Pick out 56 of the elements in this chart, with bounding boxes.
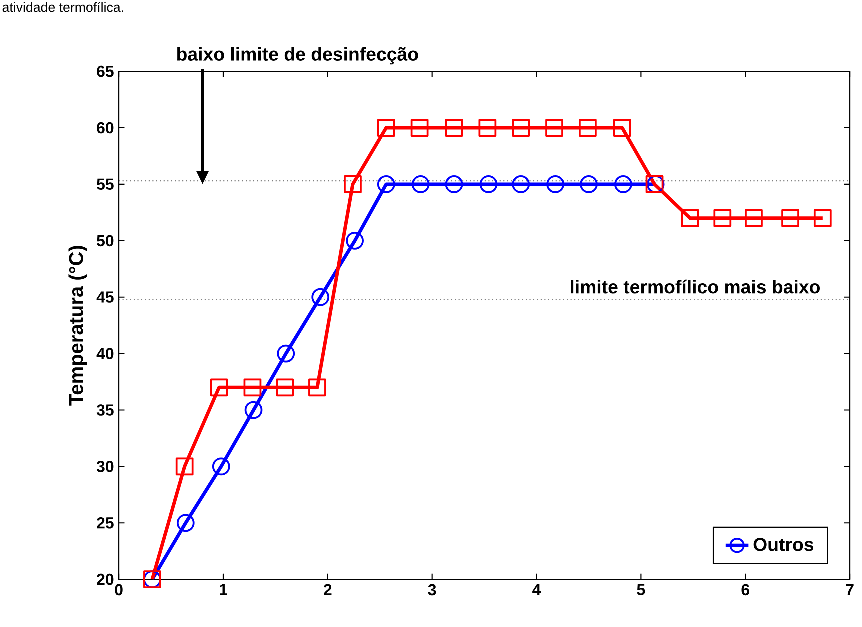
point (579, 119, 597, 137)
x-tick-label: 2 (324, 584, 332, 596)
ref-line-label: limite termofílico mais baixo (570, 280, 820, 294)
x-tick-label: 3 (428, 584, 436, 596)
y-tick-label: 50 (97, 235, 114, 247)
point (176, 458, 194, 476)
point (377, 176, 396, 194)
x-tick-label: 4 (532, 584, 542, 596)
y-tick-label: 20 (97, 574, 114, 586)
point (344, 176, 362, 194)
point (613, 119, 632, 137)
x-tick-label: 5 (637, 584, 646, 596)
point (210, 378, 228, 397)
y-tick-label: 60 (97, 122, 114, 134)
point (614, 176, 632, 194)
x-tick-label: 1 (220, 584, 228, 596)
point (546, 176, 564, 194)
point (346, 232, 364, 250)
point (480, 176, 498, 194)
point (745, 209, 763, 228)
point (244, 401, 263, 420)
point (478, 119, 497, 137)
point (714, 209, 732, 228)
point (681, 209, 700, 228)
y-tick-label: 55 (97, 178, 114, 190)
point (212, 458, 230, 476)
point (445, 176, 464, 194)
y-tick-label: 30 (96, 461, 114, 472)
point (277, 344, 296, 363)
point (580, 176, 598, 194)
legend-label: Outros (754, 538, 814, 552)
point (782, 209, 800, 228)
point (308, 378, 326, 397)
point (312, 288, 330, 306)
y-tick-label: 65 (97, 66, 114, 78)
text: baixo limite de desinfecção (178, 47, 418, 65)
y-tick-label: 25 (97, 517, 114, 529)
y-axis-title: Temperatura (°C) (68, 246, 88, 406)
x-tick-label: 6 (742, 584, 750, 596)
point (176, 514, 195, 532)
point (512, 176, 530, 194)
point (814, 209, 832, 228)
point (512, 119, 530, 137)
x-tick-label: 0 (115, 584, 123, 596)
point (445, 119, 464, 137)
point (410, 119, 429, 137)
point (276, 378, 294, 397)
text: atividade termofílica. (2, 2, 124, 12)
point (244, 378, 262, 397)
x-tick-label: 7 (846, 584, 854, 596)
point (546, 119, 564, 137)
y-tick-label: 45 (96, 292, 114, 303)
point (377, 119, 396, 137)
y-tick-label: 40 (96, 348, 114, 360)
point (412, 176, 430, 194)
y-tick-label: 35 (96, 404, 114, 416)
